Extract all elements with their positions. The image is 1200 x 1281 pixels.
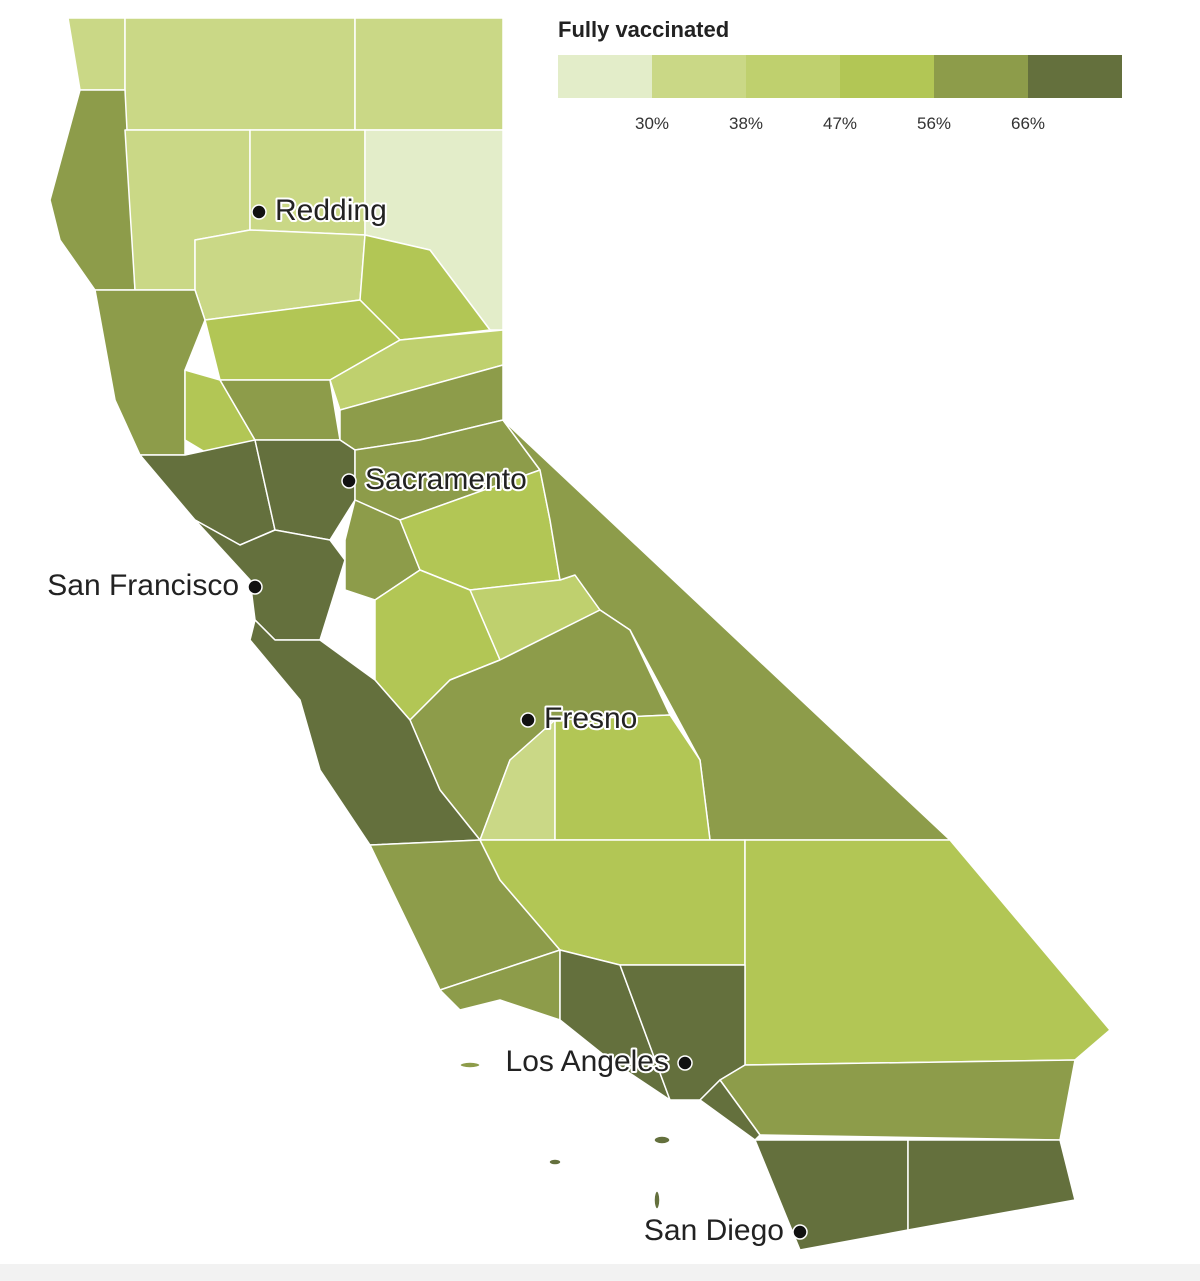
county [719, 1059, 1076, 1141]
city-label: Fresno [544, 702, 637, 735]
county [554, 714, 711, 841]
city-label: San Diego [644, 1214, 784, 1247]
county [67, 17, 126, 91]
county [354, 17, 504, 131]
legend-tick-label: 38% [729, 114, 763, 133]
legend-tick-label: 56% [917, 114, 951, 133]
city-dot [251, 204, 267, 220]
legend: Fully vaccinated 30% 38% 47% 56% 66% [558, 17, 1122, 133]
island [653, 1190, 661, 1210]
county [329, 329, 504, 411]
city-dot [247, 579, 263, 595]
legend-tick-label: 30% [635, 114, 669, 133]
legend-swatch [746, 55, 840, 98]
counties [49, 17, 1111, 1251]
county [907, 1139, 1076, 1231]
city-dot [520, 712, 536, 728]
legend-swatch [840, 55, 934, 98]
county [124, 17, 356, 131]
city-label: Redding [275, 194, 387, 227]
island [548, 1158, 562, 1166]
county [744, 839, 1111, 1066]
legend-title: Fully vaccinated [558, 17, 729, 42]
county [699, 1079, 761, 1141]
county [439, 949, 561, 1021]
city-label: San Francisco [47, 569, 239, 602]
legend-tick-label: 66% [1011, 114, 1045, 133]
legend-swatch [1028, 55, 1122, 98]
legend-tick-label: 47% [823, 114, 857, 133]
county [194, 519, 346, 641]
city-dot [792, 1224, 808, 1240]
county [49, 89, 136, 291]
island [653, 1135, 671, 1145]
city-label: Sacramento [365, 463, 527, 496]
county [249, 619, 481, 846]
city-label: Los Angeles [506, 1045, 669, 1078]
cities: Redding Sacramento San Francisco Fresno Los … [45, 192, 808, 1249]
city-dot [677, 1055, 693, 1071]
legend-swatch [652, 55, 746, 98]
city-dot [341, 473, 357, 489]
island [459, 1061, 481, 1069]
county [559, 949, 671, 1101]
legend-swatch [558, 55, 652, 98]
footer-bar [0, 1264, 1200, 1281]
legend-swatch [934, 55, 1028, 98]
